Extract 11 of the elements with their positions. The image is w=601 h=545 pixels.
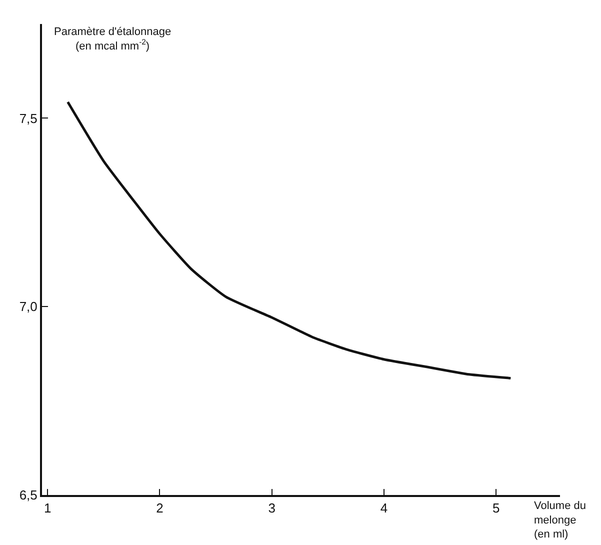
x-tick-label: 5 [492,500,500,516]
x-tick-label: 2 [156,500,164,516]
y-tick-label: 6,5 [19,488,38,503]
y-tick-label: 7,0 [19,299,38,314]
line-series [66,100,512,380]
x-tick-label: 1 [44,500,52,516]
y-tick-label: 7,5 [19,110,38,126]
x-tick-label: 3 [268,500,276,516]
y-axis-title: Paramètre d'étalonnage (en mcal mm$^{-2}$) [54,26,172,52]
x-axis-title: Volume du melonge (en ml) [534,500,586,541]
x-tick-label: 4 [380,500,388,516]
